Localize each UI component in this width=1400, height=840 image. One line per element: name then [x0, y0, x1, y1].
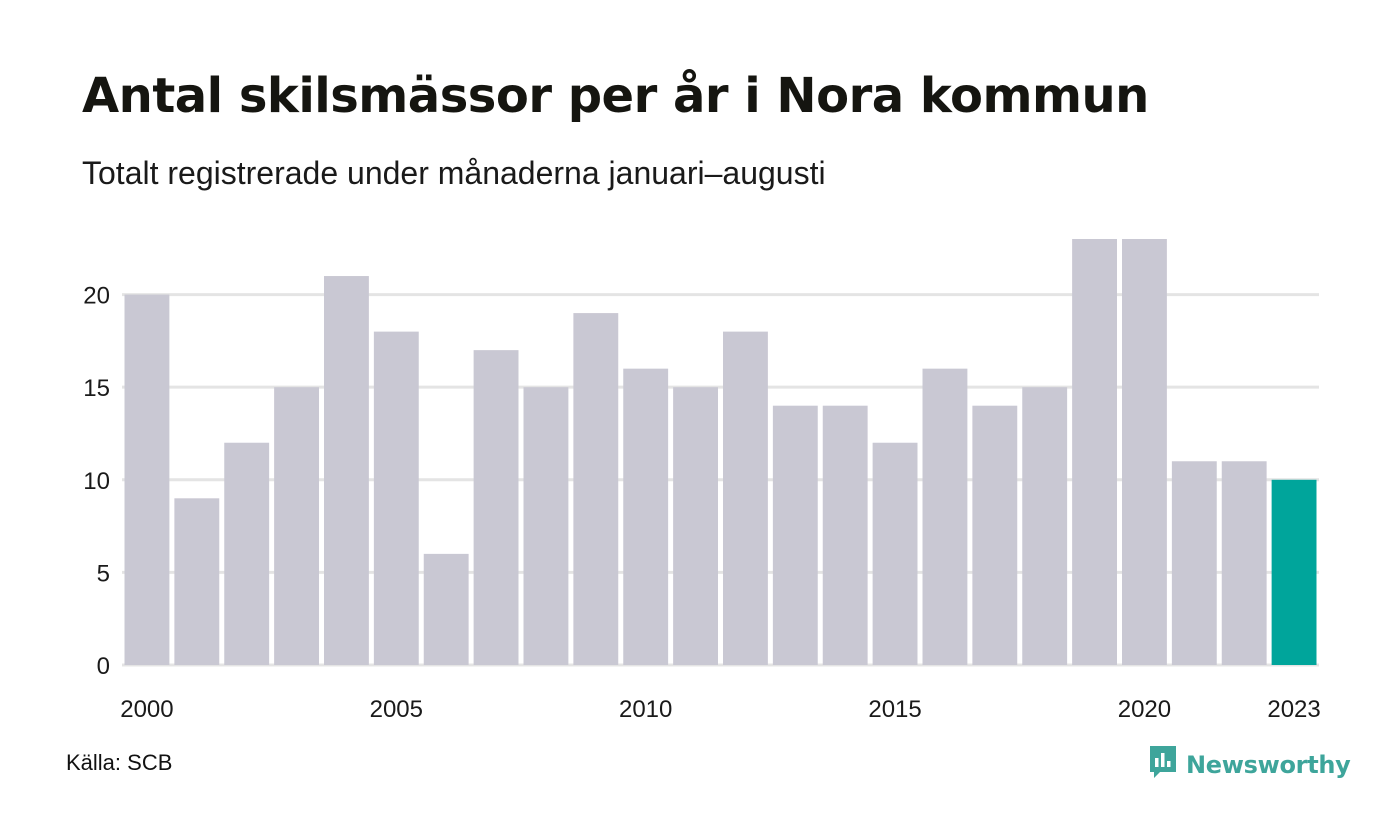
- y-tick-label: 0: [97, 653, 110, 680]
- bar-2014: [822, 405, 868, 665]
- x-tick-label: 2023: [1267, 696, 1320, 723]
- bar-2023: [1271, 479, 1317, 665]
- bar-2010: [623, 368, 669, 665]
- bars: [124, 239, 1317, 665]
- bar-2013: [772, 405, 818, 665]
- bar-2005: [373, 331, 419, 665]
- bar-2002: [224, 442, 270, 665]
- bar-2007: [473, 350, 519, 665]
- bar-2008: [523, 387, 569, 665]
- bar-2003: [274, 387, 319, 665]
- bar-2020: [1122, 239, 1167, 665]
- newsworthy-logo[interactable]: Newsworthy: [1148, 744, 1351, 785]
- x-tick-label: 2000: [120, 696, 173, 723]
- bar-2009: [573, 313, 619, 665]
- bar-2001: [174, 498, 220, 665]
- newsworthy-logo-icon: [1148, 744, 1178, 785]
- bar-2018: [1022, 387, 1068, 665]
- chart-subtitle: Totalt registrerade under månaderna janu…: [82, 155, 826, 191]
- bar-2012: [723, 331, 768, 665]
- bar-2022: [1221, 461, 1267, 665]
- y-tick-label: 20: [83, 283, 110, 310]
- source-note: Källa: SCB: [66, 750, 173, 775]
- bar-2015: [872, 442, 918, 665]
- y-tick-label: 15: [83, 375, 110, 402]
- bar-2004: [324, 276, 369, 665]
- bar-2017: [972, 405, 1018, 665]
- bar-2006: [423, 553, 469, 665]
- x-axis-ticks: 2000 2005 2010 2015 2020 2023: [120, 696, 1321, 723]
- bar-2019: [1072, 239, 1117, 665]
- y-tick-label: 5: [97, 560, 110, 587]
- x-tick-label: 2020: [1118, 696, 1171, 723]
- brand-name: Newsworthy: [1186, 750, 1351, 779]
- bar-chart: 0 5 10 15 20 2000 2005 2010 2015 2020 2023: [83, 239, 1321, 723]
- y-tick-label: 10: [83, 468, 110, 495]
- bar-2021: [1171, 461, 1217, 665]
- bar-2011: [673, 387, 718, 665]
- bar-2000: [124, 294, 170, 665]
- y-axis-ticks: 0 5 10 15 20: [83, 283, 110, 680]
- gridlines: [122, 293, 1319, 667]
- chart-title: Antal skilsmässor per år i Nora kommun: [82, 68, 1149, 124]
- x-tick-label: 2005: [370, 696, 423, 723]
- bar-2016: [922, 368, 968, 665]
- x-tick-label: 2010: [619, 696, 672, 723]
- x-tick-label: 2015: [868, 696, 921, 723]
